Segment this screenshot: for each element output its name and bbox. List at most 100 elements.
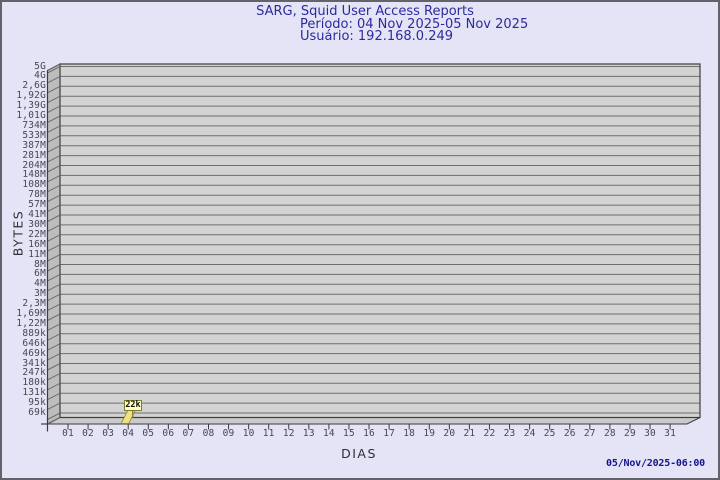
x-tick-label: 16 bbox=[363, 428, 375, 439]
wall-hatch bbox=[47, 145, 61, 153]
x-tick-label: 27 bbox=[583, 428, 596, 439]
plot-border bbox=[59, 63, 701, 419]
x-tick-label: 15 bbox=[343, 428, 355, 439]
wall-hatch bbox=[47, 273, 61, 282]
y-tick-label: 4M bbox=[34, 278, 46, 290]
wall-hatch bbox=[47, 303, 61, 312]
x-tick-label: 25 bbox=[543, 428, 556, 439]
y-tick-label: 4G bbox=[34, 70, 46, 82]
x-tick-label: 13 bbox=[302, 428, 315, 439]
x-tick-label: 11 bbox=[262, 428, 275, 439]
report-timestamp: 05/Nov/2025-06:00 bbox=[606, 458, 705, 469]
x-tick-label: 18 bbox=[403, 428, 416, 439]
y-tick-label: 889k bbox=[22, 327, 46, 339]
x-tick-label: 28 bbox=[603, 428, 616, 439]
y-axis-title: BYTES bbox=[10, 209, 26, 257]
wall-hatch bbox=[47, 174, 61, 183]
y-tick-label: 180k bbox=[22, 377, 46, 389]
y-tick-label: 78M bbox=[28, 189, 46, 201]
chart-title: SARG, Squid User Access Reports bbox=[256, 4, 474, 19]
wall-hatch bbox=[47, 417, 61, 425]
wall-hatch bbox=[47, 372, 61, 381]
wall-hatch bbox=[47, 333, 61, 341]
y-tick-label: 1,39G bbox=[16, 100, 46, 112]
x-tick-label: 19 bbox=[423, 428, 436, 439]
y-tick-label: 734M bbox=[22, 119, 46, 131]
left-wall-3d bbox=[47, 63, 61, 425]
chart-period: Período: 04 Nov 2025-05 Nov 2025 bbox=[300, 17, 529, 32]
y-tick-label: 387M bbox=[22, 139, 46, 151]
y-tick-label: 8M bbox=[34, 258, 46, 270]
plot-backplane bbox=[60, 64, 700, 418]
wall-hatch bbox=[47, 184, 61, 193]
y-tick-label: 469k bbox=[22, 347, 46, 359]
y-tick-label: 16M bbox=[28, 238, 46, 250]
y-tick-label: 108M bbox=[22, 179, 46, 191]
y-tick-label: 6M bbox=[34, 268, 46, 280]
x-tick-label: 26 bbox=[563, 428, 576, 439]
wall-hatch bbox=[47, 214, 61, 222]
y-tick-label: 204M bbox=[22, 159, 46, 171]
x-tick-label: 29 bbox=[624, 428, 636, 439]
y-tick-label: 57M bbox=[28, 199, 46, 211]
wall-hatch bbox=[47, 224, 61, 232]
y-tick-label: 247k bbox=[22, 367, 46, 379]
wall-hatch bbox=[47, 105, 61, 114]
y-tick-label: 22M bbox=[28, 228, 46, 240]
wall-hatch bbox=[47, 194, 61, 203]
y-tick-label: 1,69M bbox=[16, 308, 46, 319]
wall-hatch bbox=[47, 313, 61, 321]
chart-user: Usuário: 192.168.0.249 bbox=[300, 29, 454, 44]
y-tick-label: 11M bbox=[28, 248, 46, 260]
x-tick-label: 21 bbox=[463, 428, 476, 439]
wall-hatch bbox=[47, 353, 61, 361]
wall-hatch bbox=[47, 115, 61, 123]
wall-hatch bbox=[47, 66, 61, 74]
y-tick-label: 30M bbox=[28, 218, 46, 230]
wall-hatch bbox=[47, 75, 61, 84]
y-tick-label: 341k bbox=[22, 357, 46, 369]
bottom-floor-3d bbox=[47, 417, 701, 425]
x-tick-label: 06 bbox=[162, 428, 175, 439]
y-tick-label: 281M bbox=[22, 149, 46, 161]
wall-hatch bbox=[47, 402, 61, 411]
y-tick-label: 533M bbox=[22, 129, 46, 141]
x-tick-label: 10 bbox=[242, 428, 255, 439]
x-tick-label: 08 bbox=[202, 428, 215, 439]
y-tick-label: 646k bbox=[22, 337, 46, 349]
x-tick-label: 07 bbox=[182, 428, 195, 439]
y-tick-label: 1,92G bbox=[16, 90, 46, 102]
y-tick-label: 3M bbox=[34, 288, 46, 300]
wall-hatch bbox=[47, 125, 61, 133]
wall-hatch bbox=[47, 63, 61, 71]
y-tick-label: 2,6G bbox=[22, 80, 46, 92]
wall-hatch bbox=[47, 95, 61, 104]
y-tick-label: 148M bbox=[22, 169, 46, 181]
x-tick-label: 30 bbox=[644, 428, 656, 439]
wall-hatch bbox=[47, 155, 61, 163]
wall-hatch bbox=[47, 85, 61, 94]
wall-hatch bbox=[47, 293, 61, 302]
wall-hatch bbox=[47, 392, 61, 401]
y-tick-label: 69k bbox=[28, 407, 46, 418]
x-tick-label: 17 bbox=[383, 428, 396, 439]
y-tick-label: 5G bbox=[34, 60, 46, 72]
x-tick-label: 04 bbox=[122, 428, 135, 439]
x-tick-label: 12 bbox=[282, 428, 295, 439]
wall-hatch bbox=[47, 323, 61, 331]
y-tick-label: 95k bbox=[28, 397, 46, 409]
x-tick-label: 09 bbox=[222, 428, 235, 439]
x-tick-label: 23 bbox=[503, 428, 516, 439]
y-tick-label: 1,01G bbox=[16, 110, 46, 121]
x-tick-label: 03 bbox=[102, 428, 115, 439]
x-axis-title: DIAS bbox=[341, 446, 377, 461]
y-tick-label: 41M bbox=[28, 209, 46, 220]
wall-hatch bbox=[47, 165, 61, 173]
wall-hatch bbox=[47, 382, 61, 391]
y-tick-label: 131k bbox=[22, 387, 46, 399]
bar-value-label: 22k bbox=[124, 400, 142, 411]
wall-hatch bbox=[47, 135, 61, 143]
wall-hatch bbox=[47, 363, 61, 371]
x-tick-label: 01 bbox=[62, 428, 74, 439]
